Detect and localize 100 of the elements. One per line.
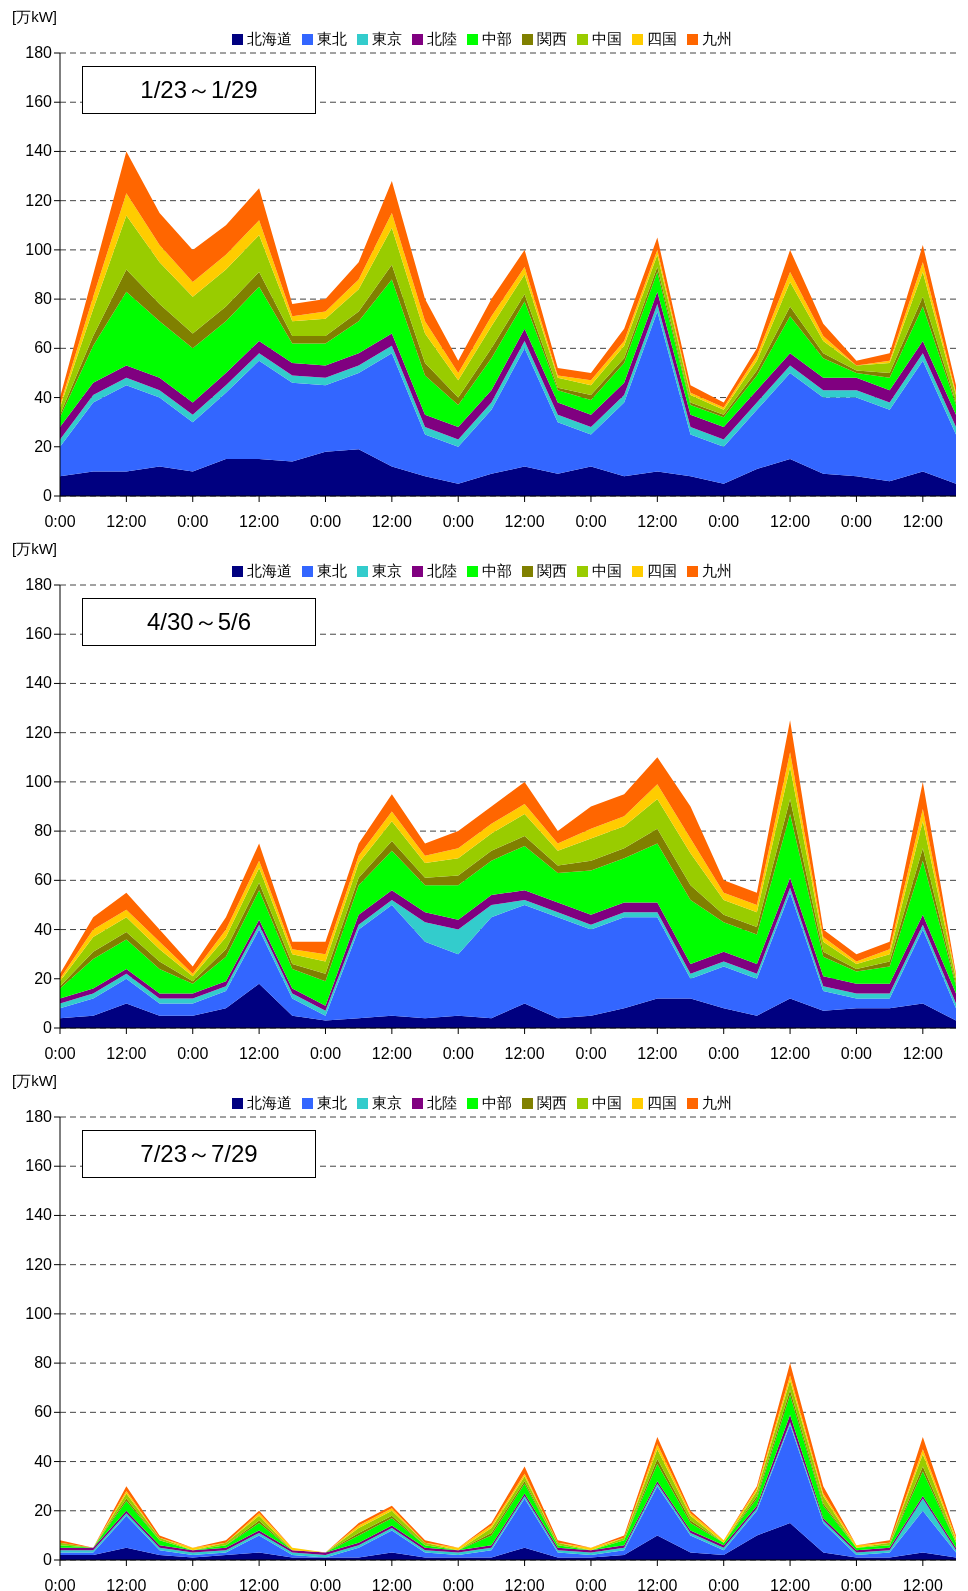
x-tick-label: 0:00	[708, 513, 740, 531]
x-tick-label: 0:00	[708, 1577, 740, 1591]
y-tick-label: 0	[43, 487, 53, 504]
x-tick-label: 12:00	[504, 1045, 545, 1063]
title-frame: 4/30～5/6	[82, 598, 316, 646]
x-tick-label: 12:00	[770, 1045, 811, 1063]
x-tick-label: 12:00	[371, 1577, 412, 1591]
legend-label: 四国	[647, 562, 677, 581]
legend-label: 北海道	[247, 562, 292, 581]
x-tick-label: 12:00	[239, 1045, 280, 1063]
y-tick-label: 0	[43, 1551, 53, 1568]
y-tick-label: 180	[25, 44, 53, 61]
legend-label: 東京	[372, 1094, 402, 1113]
legend-label: 関西	[537, 1094, 567, 1113]
legend-label: 北陸	[427, 562, 457, 581]
x-tick-label: 0:00	[177, 513, 209, 531]
y-tick-label: 160	[25, 625, 53, 643]
y-axis-title: [万kW]	[12, 8, 57, 27]
legend-label: 東北	[317, 1094, 347, 1113]
y-tick-label: 120	[25, 1255, 53, 1273]
y-tick-label: 140	[25, 674, 53, 692]
x-tick-label: 12:00	[902, 1577, 943, 1591]
x-tick-label: 12:00	[239, 513, 280, 531]
legend-label: 北陸	[427, 1094, 457, 1113]
x-tick-label: 12:00	[106, 1577, 147, 1591]
legend-label: 関西	[537, 30, 567, 49]
y-tick-label: 40	[34, 388, 53, 406]
y-tick-label: 0	[43, 1019, 53, 1036]
x-tick-label: 12:00	[239, 1577, 280, 1591]
y-tick-label: 100	[25, 772, 53, 790]
y-tick-label: 60	[34, 871, 53, 889]
legend-label: 九州	[702, 1094, 732, 1113]
x-tick-label: 12:00	[637, 1577, 678, 1591]
y-tick-label: 120	[25, 723, 53, 741]
x-tick-label: 0:00	[442, 1577, 474, 1591]
x-tick-label: 12:00	[504, 1577, 545, 1591]
x-tick-label: 12:00	[902, 513, 943, 531]
y-tick-label: 80	[34, 1354, 53, 1372]
y-tick-label: 20	[34, 969, 53, 987]
y-tick-label: 40	[34, 920, 53, 938]
legend-label: 中国	[592, 562, 622, 581]
y-axis-title: [万kW]	[12, 1072, 57, 1091]
x-tick-label: 0:00	[575, 513, 607, 531]
y-tick-label: 160	[25, 93, 53, 111]
legend-label: 九州	[702, 562, 732, 581]
y-tick-label: 100	[25, 240, 53, 258]
x-tick-label: 0:00	[575, 1577, 607, 1591]
x-tick-label: 0:00	[840, 1045, 873, 1063]
legend-label: 北海道	[247, 30, 292, 49]
legend-label: 東北	[317, 562, 347, 581]
x-tick-label: 0:00	[309, 1577, 342, 1591]
title-frame: 1/23～1/29	[82, 66, 316, 114]
y-tick-label: 40	[34, 1452, 53, 1470]
y-tick-label: 120	[25, 191, 53, 209]
y-tick-label: 140	[25, 142, 53, 160]
x-tick-label: 0:00	[309, 1045, 342, 1063]
legend-label: 中国	[592, 1094, 622, 1113]
legend-label: 中部	[482, 30, 512, 49]
y-tick-label: 80	[34, 290, 53, 308]
legend-label: 東京	[372, 562, 402, 581]
y-tick-label: 140	[25, 1206, 53, 1224]
y-tick-label: 80	[34, 822, 53, 840]
x-tick-label: 12:00	[770, 1577, 811, 1591]
legend-label: 九州	[702, 30, 732, 49]
x-tick-label: 12:00	[371, 513, 412, 531]
x-tick-label: 0:00	[575, 1045, 607, 1063]
legend-label: 中国	[592, 30, 622, 49]
x-tick-label: 0:00	[177, 1045, 209, 1063]
legend-label: 関西	[537, 562, 567, 581]
x-tick-label: 12:00	[371, 1045, 412, 1063]
y-tick-label: 100	[25, 1304, 53, 1322]
x-tick-label: 0:00	[840, 1577, 873, 1591]
y-tick-label: 160	[25, 1157, 53, 1175]
x-tick-label: 12:00	[504, 513, 545, 531]
x-tick-label: 0:00	[177, 1577, 209, 1591]
x-tick-label: 12:00	[770, 513, 811, 531]
y-tick-label: 20	[34, 1501, 53, 1519]
x-tick-label: 12:00	[637, 513, 678, 531]
y-tick-label: 60	[34, 339, 53, 357]
legend-label: 中部	[482, 1094, 512, 1113]
x-tick-label: 0:00	[442, 513, 474, 531]
x-tick-label: 0:00	[442, 1045, 474, 1063]
y-tick-label: 60	[34, 1403, 53, 1421]
x-tick-label: 0:00	[44, 1045, 76, 1063]
x-tick-label: 0:00	[840, 513, 873, 531]
legend-label: 中部	[482, 562, 512, 581]
y-tick-label: 180	[25, 1108, 53, 1125]
x-tick-label: 0:00	[708, 1045, 740, 1063]
x-tick-label: 0:00	[309, 513, 342, 531]
x-tick-label: 12:00	[902, 1045, 943, 1063]
x-tick-label: 12:00	[637, 1045, 678, 1063]
y-tick-label: 180	[25, 576, 53, 593]
legend-label: 四国	[647, 30, 677, 49]
legend-label: 東北	[317, 30, 347, 49]
x-tick-label: 12:00	[106, 513, 147, 531]
x-tick-label: 0:00	[44, 1577, 76, 1591]
title-frame: 7/23～7/29	[82, 1130, 316, 1178]
x-tick-label: 12:00	[106, 1045, 147, 1063]
legend-label: 北海道	[247, 1094, 292, 1113]
legend-label: 東京	[372, 30, 402, 49]
